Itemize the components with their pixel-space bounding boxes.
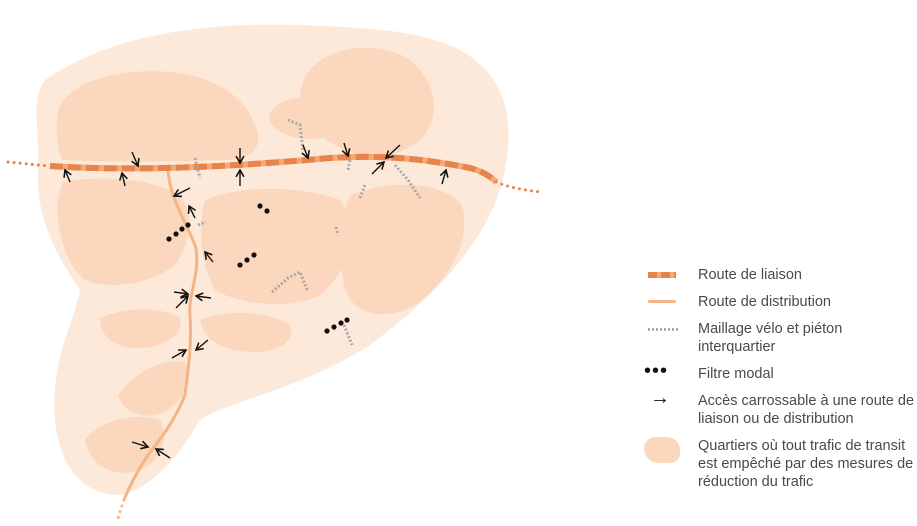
maillage-segment xyxy=(197,220,207,227)
quartier-sw xyxy=(118,361,189,416)
legend-item-route-distribution: Route de distribution xyxy=(640,293,915,311)
acces-arrow xyxy=(63,168,72,183)
legend-item-acces: Accès carrossable à une route de liaison… xyxy=(640,389,915,428)
route-distribution-dotted-end xyxy=(115,498,126,524)
acces-arrow xyxy=(118,171,128,187)
legend-label: Quartiers où tout trafic de transit est … xyxy=(698,438,914,490)
acces-arrow xyxy=(371,160,386,175)
quartier-mid-w xyxy=(100,309,181,349)
maillage-symbol xyxy=(640,320,684,338)
acces-arrow xyxy=(194,292,212,302)
acces-arrow xyxy=(154,448,171,459)
quartier-w xyxy=(57,178,190,285)
acces-arrow xyxy=(173,288,190,298)
acces-arrow xyxy=(131,440,150,450)
acces-arrows xyxy=(63,142,449,459)
route-liaison-dotted-east xyxy=(494,180,542,194)
acces-arrow xyxy=(175,294,190,309)
acces-arrow xyxy=(131,151,140,168)
acces-arrow xyxy=(187,204,197,219)
maillage-segment xyxy=(271,269,310,294)
filtres-modaux xyxy=(166,203,350,334)
acces-arrow xyxy=(204,250,214,263)
maillage xyxy=(193,118,422,346)
acces-arrow xyxy=(301,144,310,160)
legend-item-filtre-modal: Filtre modal xyxy=(640,362,915,383)
route-liaison-symbol xyxy=(640,266,684,284)
acces-arrow xyxy=(194,339,209,352)
acces-arrow xyxy=(439,168,449,185)
quartier-symbol xyxy=(640,437,684,463)
filtre-modal xyxy=(166,222,191,242)
filtre-modal xyxy=(237,252,257,268)
legend-label: Route de liaison xyxy=(698,267,802,283)
legend-label: Filtre modal xyxy=(698,366,774,382)
arrow-right-icon xyxy=(640,389,684,410)
legend: Route de liaison Route de distribution M… xyxy=(640,266,915,500)
quartier-mid-e xyxy=(200,312,292,352)
filtre-modal xyxy=(257,203,270,214)
acces-arrow xyxy=(341,142,351,158)
three-dots-icon xyxy=(640,362,684,383)
route-distribution-symbol xyxy=(640,293,684,311)
filtre-modal xyxy=(324,317,350,334)
legend-label: Route de distribution xyxy=(698,294,831,310)
maillage-segment xyxy=(342,324,354,346)
quartier-center xyxy=(201,188,351,305)
legend-item-quartiers: Quartiers où tout trafic de transit est … xyxy=(640,437,915,491)
acces-arrow xyxy=(171,349,188,359)
maillage-segment xyxy=(346,159,352,171)
quartier-n-small xyxy=(269,96,347,139)
acces-arrow xyxy=(172,187,191,198)
legend-item-route-liaison: Route de liaison xyxy=(640,266,915,284)
maillage-segment xyxy=(193,157,202,179)
maillage-segment xyxy=(334,226,340,236)
legend-label: Accès carrossable à une route de liaison… xyxy=(698,393,915,427)
quartier-nw xyxy=(56,71,259,162)
quartier-e xyxy=(340,184,465,315)
route-distribution xyxy=(122,168,199,502)
legend-item-maillage: Maillage vélo et piéton interquartier xyxy=(640,320,915,356)
acces-arrow xyxy=(384,144,401,160)
maillage-segment xyxy=(287,118,305,151)
legend-label: Maillage vélo et piéton interquartier xyxy=(698,321,843,355)
